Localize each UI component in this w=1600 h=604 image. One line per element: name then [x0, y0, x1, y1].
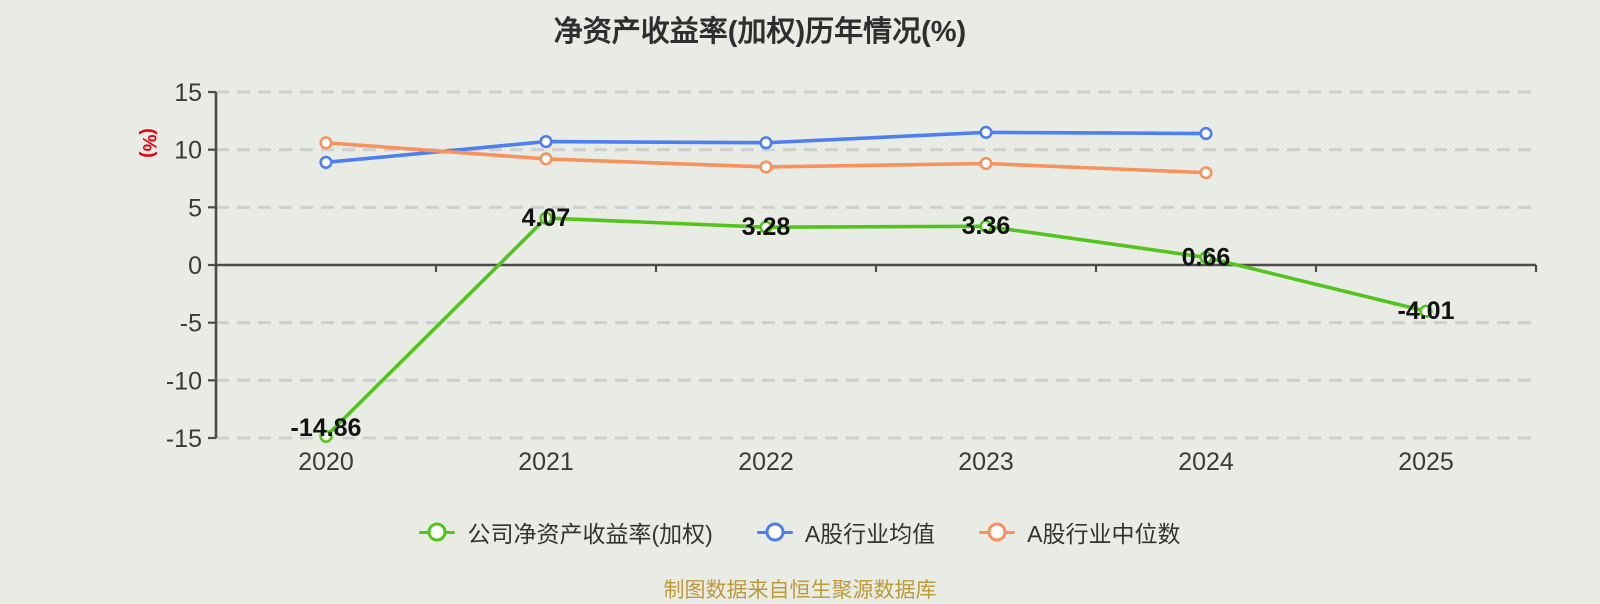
series-line-0 [324, 216, 1428, 439]
legend-item-0[interactable]: 公司净资产收益率(加权) [419, 515, 713, 549]
legend-item-2[interactable]: A股行业中位数 [979, 515, 1181, 549]
chart-title: 净资产收益率(加权)历年情况(%) [553, 16, 967, 48]
y-tick-label: 15 [174, 79, 202, 107]
legend-dot [765, 522, 785, 542]
y-tick-label: 0 [188, 252, 202, 280]
legend-item-1[interactable]: A股行业均值 [756, 515, 936, 549]
x-tick-label: 2020 [298, 448, 354, 476]
legend-line-dot-icon [419, 521, 456, 543]
legend-label: A股行业均值 [804, 521, 936, 547]
x-tick-label: 2023 [958, 448, 1014, 476]
data-point [1199, 126, 1213, 141]
x-tick-label: 2025 [1398, 448, 1454, 476]
data-point [1199, 166, 1213, 180]
legend-label: 公司净资产收益率(加权) [467, 521, 713, 547]
data-label: 3.36 [962, 212, 1011, 240]
data-point [979, 156, 993, 171]
data-source-note: 制图数据来自恒生聚源数据库 [663, 579, 937, 602]
data-point [319, 429, 333, 443]
data-point [539, 152, 553, 166]
legend-dot [987, 522, 1007, 542]
data-label: 4.07 [522, 204, 571, 232]
data-label: -14.86 [291, 414, 362, 442]
x-tick-label: 2024 [1178, 448, 1234, 476]
legend-label: A股行业中位数 [1027, 521, 1181, 547]
data-point [759, 160, 773, 174]
y-tick-label: 5 [188, 194, 202, 222]
data-point [1419, 304, 1433, 318]
data-point [979, 125, 993, 139]
data-point [319, 155, 333, 169]
y-tick-label: -5 [180, 310, 202, 338]
y-tick-label: -10 [166, 367, 202, 395]
data-label: 0.66 [1182, 243, 1231, 271]
legend: 公司净资产收益率(加权) A股行业均值 A股行业中位数 [0, 515, 1600, 549]
x-tick-label: 2022 [738, 448, 794, 476]
legend-line-dot-icon [979, 521, 1016, 543]
data-point [759, 220, 773, 234]
data-point [319, 136, 333, 150]
data-point [1199, 250, 1213, 264]
data-label: 3.28 [742, 213, 791, 241]
x-tick-label: 2021 [518, 448, 574, 476]
legend-dot [427, 522, 447, 542]
data-point [979, 219, 993, 233]
legend-line-dot-icon [756, 521, 793, 543]
data-point [759, 136, 773, 150]
data-point [539, 134, 553, 149]
y-tick-label: 10 [174, 137, 202, 165]
data-point [539, 211, 553, 225]
data-label: -4.01 [1398, 297, 1455, 325]
y-tick-label: -15 [166, 425, 202, 453]
